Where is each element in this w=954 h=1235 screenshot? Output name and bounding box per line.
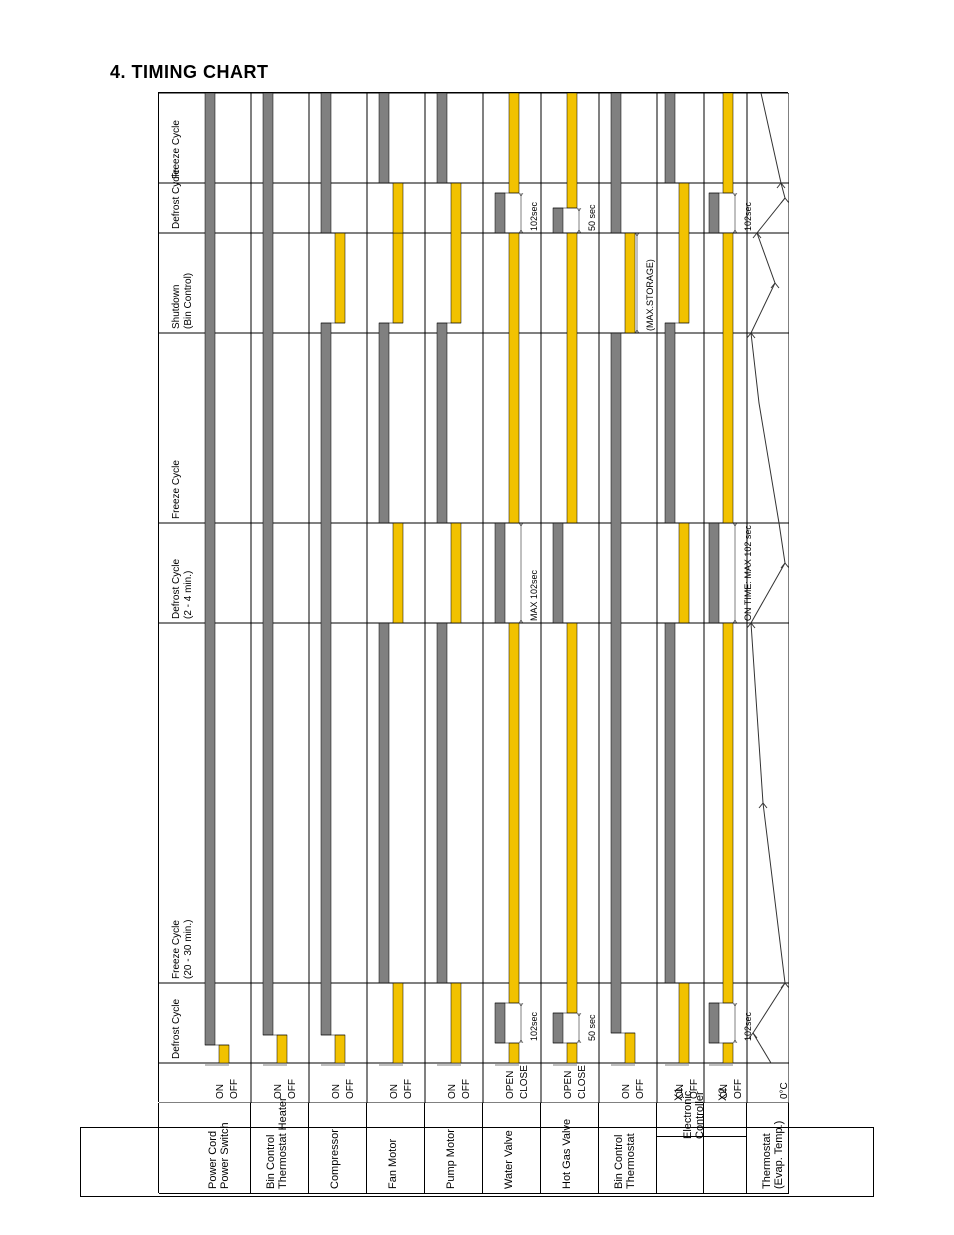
phase-header: Defrost Cycle	[171, 999, 182, 1059]
temp-axis-label: 0°C	[779, 1082, 790, 1099]
timing-note: ON TIME: MAX 102 sec	[743, 525, 753, 621]
state-off-label: OFF	[345, 1079, 356, 1099]
state-off-label: OFF	[229, 1079, 240, 1099]
phase-header: Freeze Cycle	[171, 120, 182, 179]
state-off-label: OFF	[733, 1079, 744, 1099]
state-off-label: OFF	[287, 1079, 298, 1099]
state-off-label: CLOSE	[577, 1065, 588, 1099]
state-on-label: ON	[447, 1084, 458, 1099]
timing-note: MAX 102sec	[529, 570, 539, 621]
phase-header: (2 - 4 min.)	[183, 571, 194, 619]
phase-header: Defrost Cycle	[171, 559, 182, 619]
footer-box	[80, 1127, 874, 1197]
state-on-label: OPEN	[563, 1071, 574, 1099]
state-on-label: ON	[331, 1084, 342, 1099]
phase-header: Shutdown	[171, 285, 182, 329]
state-on-label: ON	[215, 1084, 226, 1099]
section-title: 4. TIMING CHART	[110, 62, 269, 83]
state-on-label: ON	[621, 1084, 632, 1099]
timing-chart: Defrost CycleFreeze Cycle(20 - 30 min.)D…	[158, 92, 788, 1102]
state-off-label: OFF	[403, 1079, 414, 1099]
phase-header: (20 - 30 min.)	[183, 920, 194, 979]
timing-note: 102sec	[529, 1012, 539, 1041]
phase-header: Freeze Cycle	[171, 920, 182, 979]
timing-note: (MAX.STORAGE)	[645, 259, 655, 331]
state-off-label: OFF	[635, 1079, 646, 1099]
timing-note: 102sec	[529, 202, 539, 231]
timing-note: 102sec	[743, 202, 753, 231]
phase-header: Freeze Cycle	[171, 460, 182, 519]
state-on-label: ON	[389, 1084, 400, 1099]
signal-label: X2	[717, 1088, 729, 1101]
signal-label: X1	[673, 1088, 685, 1101]
state-off-label: CLOSE	[519, 1065, 530, 1099]
state-off-label: OFF	[461, 1079, 472, 1099]
phase-header: (Bin Control)	[183, 273, 194, 329]
timing-note: 50 sec	[587, 1014, 597, 1041]
state-on-label: OPEN	[505, 1071, 516, 1099]
chart-canvas	[159, 93, 789, 1103]
timing-note: 50 sec	[587, 204, 597, 231]
timing-note: 102sec	[743, 1012, 753, 1041]
